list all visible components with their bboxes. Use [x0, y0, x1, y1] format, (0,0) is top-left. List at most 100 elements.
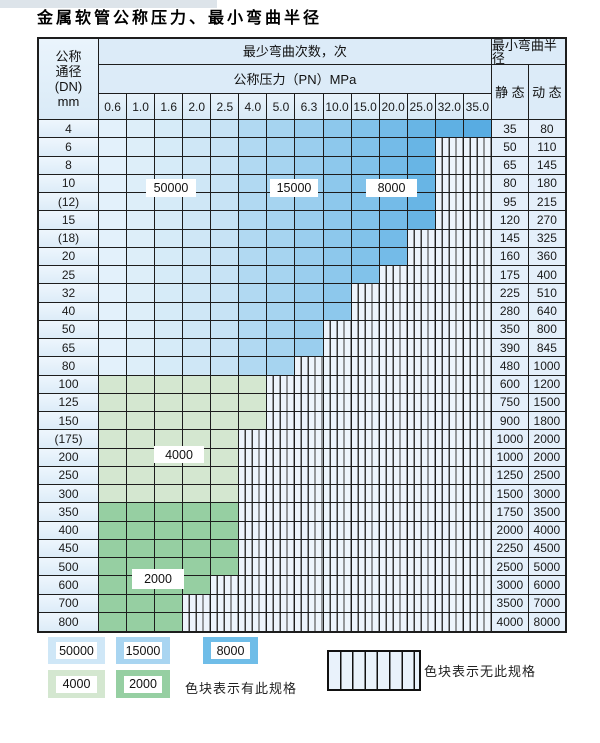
no-spec-cell: [351, 466, 380, 485]
spec-cell: [267, 339, 296, 358]
no-spec-cell: [407, 393, 436, 412]
spec-cell: [127, 339, 156, 358]
spec-cell: [99, 229, 128, 248]
spec-cell: [211, 339, 240, 358]
no-spec-cell: [351, 576, 380, 595]
spec-cell: [379, 156, 408, 175]
dynamic-radius-cell: 1000: [528, 357, 565, 376]
dn-cell: 600: [39, 576, 99, 595]
spec-cell: [155, 229, 184, 248]
spec-cell: [407, 138, 436, 157]
spec-cell: [155, 357, 184, 376]
pressure-col-header: 20.0: [379, 94, 408, 120]
spec-cell: [99, 138, 128, 157]
no-spec-cell: [435, 156, 464, 175]
static-radius-cell: 350: [491, 320, 529, 339]
no-spec-cell: [267, 375, 296, 394]
static-radius-cell: 2250: [491, 539, 529, 558]
no-spec-cell: [323, 412, 352, 431]
spec-cell: [463, 120, 492, 139]
no-spec-cell: [463, 138, 492, 157]
no-spec-cell: [379, 339, 408, 358]
legend-swatch-label: 2000: [123, 675, 163, 693]
spec-cell: [435, 120, 464, 139]
no-spec-cell: [239, 503, 268, 522]
pressure-col-header: 25.0: [407, 94, 436, 120]
no-spec-cell: [435, 576, 464, 595]
spec-cell: [323, 266, 352, 285]
no-spec-cell: [239, 466, 268, 485]
spec-cell: [379, 211, 408, 230]
legend-no-spec-text: 色块表示无此规格: [424, 664, 537, 679]
dynamic-radius-cell: 180: [528, 174, 565, 193]
no-spec-cell: [463, 302, 492, 321]
spec-cell: [155, 612, 184, 631]
no-spec-cell: [463, 576, 492, 595]
spec-cell: [183, 576, 212, 595]
spec-cell: [155, 466, 184, 485]
spec-cell: [155, 485, 184, 504]
no-spec-cell: [211, 594, 240, 613]
no-spec-cell: [351, 320, 380, 339]
spec-cell: [267, 266, 296, 285]
dynamic-radius-cell: 2000: [528, 430, 565, 449]
pressure-col-header: 32.0: [435, 94, 464, 120]
no-spec-cell: [463, 320, 492, 339]
spec-cell: [295, 339, 324, 358]
spec-cell: [155, 156, 184, 175]
no-spec-cell: [239, 576, 268, 595]
no-spec-cell: [295, 612, 324, 631]
spec-cell: [127, 211, 156, 230]
pressure-col-header: 1.6: [155, 94, 184, 120]
no-spec-cell: [407, 558, 436, 577]
spec-cell: [155, 539, 184, 558]
no-spec-cell: [463, 247, 492, 266]
cycles-header: 最少弯曲次数，次: [99, 39, 492, 65]
spec-cell: [155, 594, 184, 613]
spec-cell: [323, 229, 352, 248]
static-radius-cell: 900: [491, 412, 529, 431]
no-spec-cell: [351, 448, 380, 467]
no-spec-cell: [379, 375, 408, 394]
legend-swatch-15000: 15000: [116, 637, 170, 664]
dynamic-radius-cell: 400: [528, 266, 565, 285]
legend-swatch-4000: 4000: [48, 670, 105, 698]
no-spec-cell: [379, 302, 408, 321]
spec-cell: [155, 247, 184, 266]
static-radius-cell: 280: [491, 302, 529, 321]
spec-cell: [295, 266, 324, 285]
dn-cell: 40: [39, 302, 99, 321]
spec-cell: [127, 302, 156, 321]
no-spec-cell: [379, 539, 408, 558]
spec-cell: [155, 284, 184, 303]
no-spec-cell: [463, 612, 492, 631]
no-spec-cell: [435, 211, 464, 230]
no-spec-cell: [323, 521, 352, 540]
no-spec-cell: [323, 430, 352, 449]
spec-cell: [323, 156, 352, 175]
static-radius-cell: 35: [491, 120, 529, 139]
spec-cell: [183, 229, 212, 248]
dynamic-radius-cell: 7000: [528, 594, 565, 613]
no-spec-cell: [239, 558, 268, 577]
no-spec-cell: [379, 466, 408, 485]
cycle-label-4000: 4000: [154, 446, 204, 463]
spec-cell: [155, 138, 184, 157]
spec-cell: [127, 521, 156, 540]
dn-cell: (18): [39, 229, 99, 248]
spec-cell: [295, 193, 324, 212]
legend-swatch-label: 4000: [55, 675, 98, 693]
no-spec-cell: [295, 448, 324, 467]
spec-cell: [155, 120, 184, 139]
static-radius-cell: 1000: [491, 448, 529, 467]
spec-cell: [295, 302, 324, 321]
dynamic-radius-cell: 640: [528, 302, 565, 321]
spec-cell: [211, 302, 240, 321]
dynamic-radius-cell: 2500: [528, 466, 565, 485]
dn-cell: 65: [39, 339, 99, 358]
dynamic-radius-cell: 4500: [528, 539, 565, 558]
spec-cell: [267, 357, 296, 376]
no-spec-cell: [239, 594, 268, 613]
spec-cell: [99, 594, 128, 613]
